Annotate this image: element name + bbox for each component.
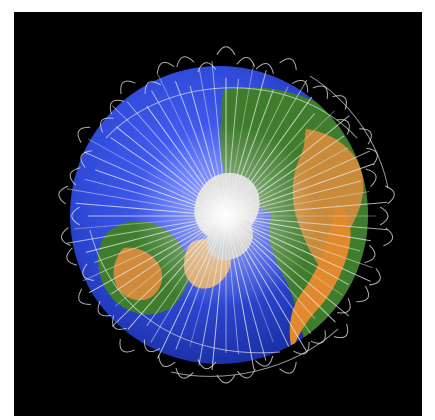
orbit-loop bbox=[112, 315, 127, 330]
orange-highland bbox=[289, 203, 351, 351]
polar-glow bbox=[134, 124, 318, 308]
orbit-loop bbox=[337, 298, 351, 314]
orbit-loop bbox=[77, 126, 91, 144]
orbit-loop bbox=[100, 117, 114, 133]
orbit-loop bbox=[144, 81, 161, 94]
orbit-loop bbox=[58, 185, 69, 205]
orbit-loop bbox=[66, 247, 78, 266]
earth-orbit-visualization bbox=[58, 46, 395, 384]
orbit-loop bbox=[293, 341, 310, 355]
orbit-loop bbox=[333, 323, 349, 339]
orbit-loop bbox=[356, 285, 370, 303]
orbit-loop bbox=[364, 244, 376, 263]
image-frame bbox=[14, 12, 422, 416]
orbit-loop bbox=[236, 57, 256, 67]
outer-orbit-arc bbox=[105, 87, 358, 139]
orbit-loop bbox=[143, 339, 161, 353]
orbit-loop bbox=[291, 79, 309, 93]
orbit-loop bbox=[255, 63, 274, 74]
orbit-loop bbox=[369, 268, 381, 286]
orbit-loop bbox=[255, 355, 274, 367]
orbit-loop bbox=[175, 367, 194, 379]
outer-orbit-arc bbox=[309, 75, 389, 189]
orbit-loop bbox=[109, 99, 125, 115]
orbit-loop bbox=[332, 95, 347, 110]
orbit-loop bbox=[336, 119, 350, 135]
outer-orbit-arc bbox=[89, 229, 281, 354]
orbit-loop bbox=[216, 374, 236, 384]
orbit-loop bbox=[120, 80, 136, 95]
orbit-loop bbox=[197, 62, 217, 72]
orbit-loop bbox=[279, 361, 297, 374]
orbit-loop bbox=[310, 330, 326, 344]
orbit-loop bbox=[119, 338, 135, 353]
orbit-loop bbox=[176, 56, 195, 68]
orbit-loop bbox=[197, 359, 217, 370]
orbit-loop bbox=[279, 58, 297, 70]
orbit-loop bbox=[80, 150, 93, 168]
orbit-loop bbox=[383, 227, 394, 247]
orbit-loop bbox=[97, 301, 112, 317]
orbit-loop bbox=[312, 85, 328, 100]
orbit-loop bbox=[61, 227, 71, 246]
orbit-loop bbox=[379, 206, 389, 226]
orbit-loop bbox=[156, 61, 175, 74]
orbit-loop bbox=[365, 168, 377, 187]
orbit-loop bbox=[359, 128, 372, 145]
outer-orbit-arc bbox=[170, 328, 339, 377]
orbit-loop bbox=[158, 355, 176, 367]
orbit-loop bbox=[82, 263, 95, 281]
orbit-loop bbox=[71, 206, 81, 226]
orbit-loop bbox=[384, 185, 395, 205]
orbit-loop bbox=[78, 288, 91, 305]
orbit-loop bbox=[216, 46, 236, 56]
orbit-loop bbox=[69, 167, 81, 186]
